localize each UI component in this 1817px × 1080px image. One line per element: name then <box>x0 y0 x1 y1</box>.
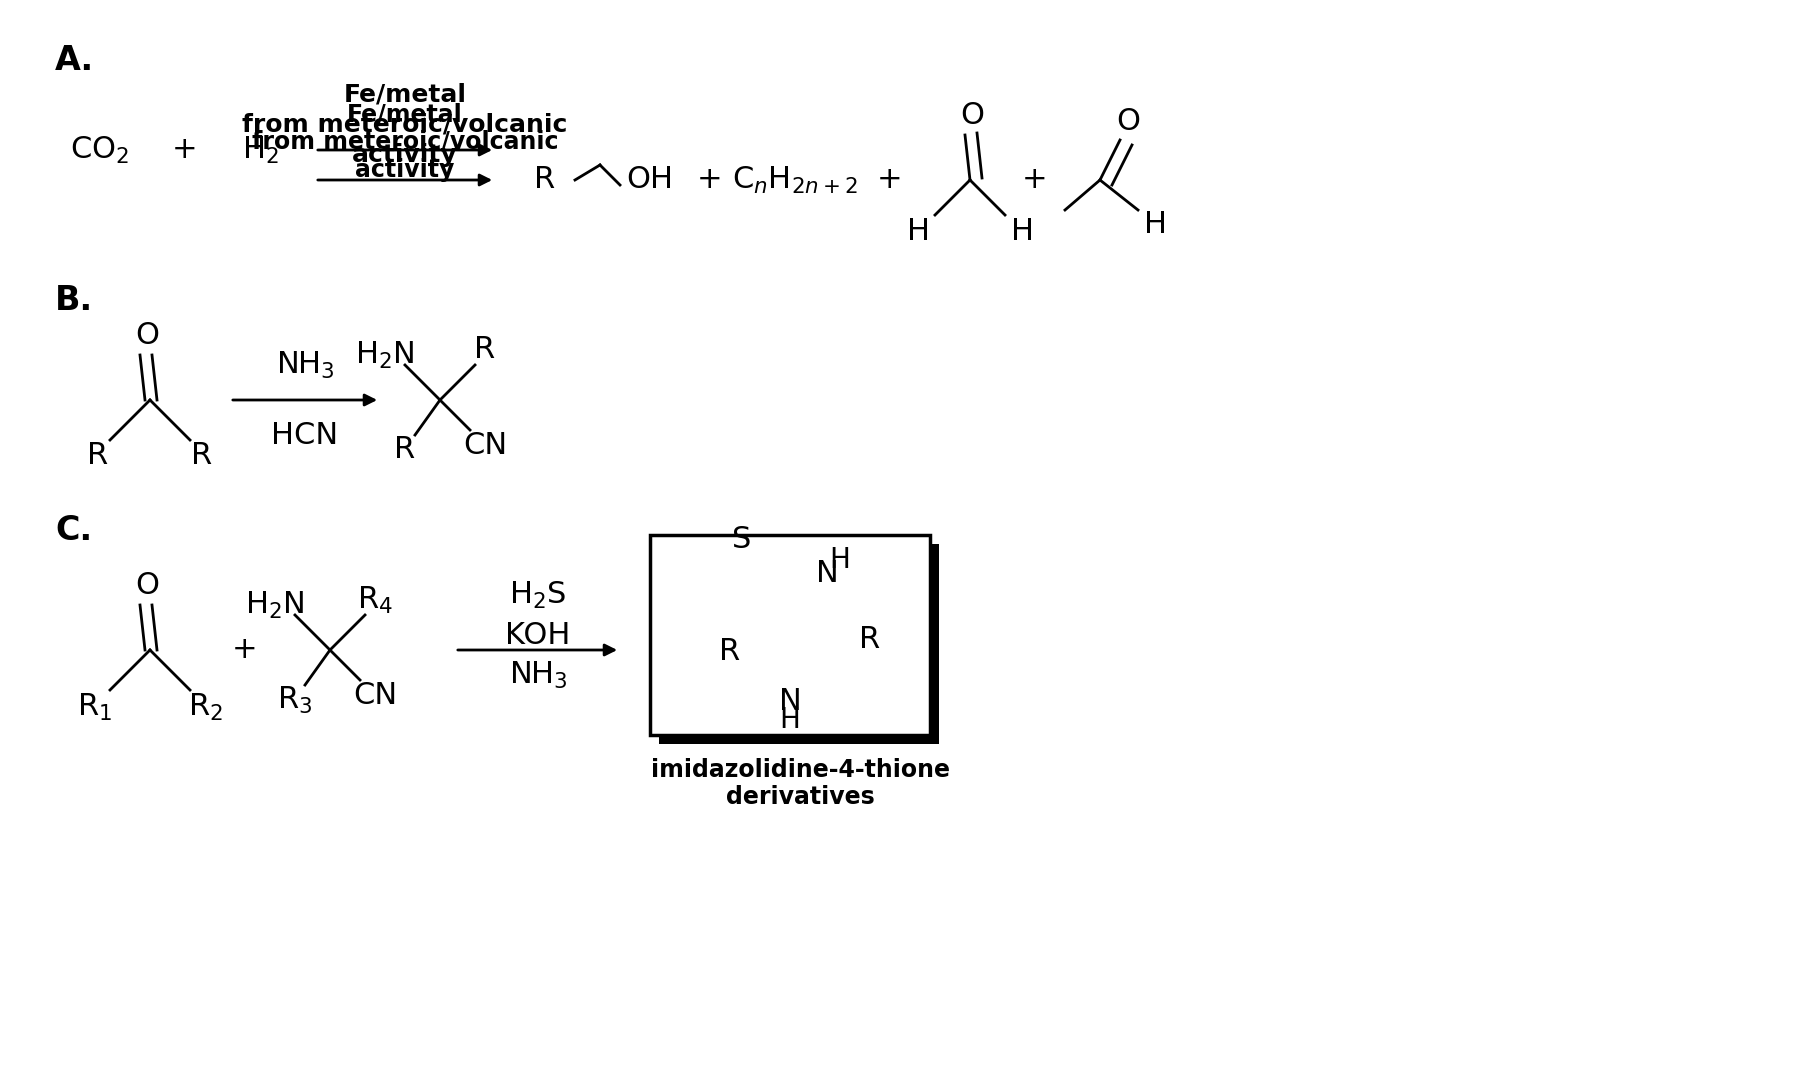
Text: S: S <box>732 526 752 554</box>
Text: +: + <box>1023 165 1048 194</box>
Text: +: + <box>698 165 723 194</box>
Text: H$_2$N: H$_2$N <box>245 590 305 621</box>
Text: +: + <box>878 165 903 194</box>
Text: H: H <box>1010 217 1034 246</box>
Text: CO$_2$: CO$_2$ <box>71 134 129 165</box>
Text: N: N <box>779 688 801 716</box>
Text: A.: A. <box>55 43 94 77</box>
Text: H$_2$N: H$_2$N <box>356 339 414 370</box>
Text: C$_n$H$_{2n+2}$: C$_n$H$_{2n+2}$ <box>732 164 858 195</box>
Text: N: N <box>816 559 838 589</box>
FancyBboxPatch shape <box>650 535 930 735</box>
Text: Fe/metal: Fe/metal <box>347 103 463 127</box>
Text: from meteroic/volcanic: from meteroic/volcanic <box>253 130 558 154</box>
Text: activity: activity <box>352 143 458 167</box>
Text: OH: OH <box>627 165 674 194</box>
Text: O: O <box>1116 108 1139 136</box>
FancyBboxPatch shape <box>660 544 939 744</box>
Text: Fe/metal: Fe/metal <box>343 83 467 107</box>
Text: activity: activity <box>356 158 454 183</box>
Text: +: + <box>233 635 258 664</box>
Text: H: H <box>907 217 930 246</box>
Text: H: H <box>1143 211 1167 240</box>
Text: R$_3$: R$_3$ <box>278 685 313 716</box>
Text: R: R <box>87 441 109 470</box>
Text: KOH: KOH <box>505 621 571 649</box>
Text: R: R <box>474 336 496 365</box>
Text: HCN: HCN <box>271 420 338 449</box>
Text: R$_2$: R$_2$ <box>187 691 222 723</box>
Text: R: R <box>859 625 881 654</box>
Text: O: O <box>134 570 160 599</box>
Text: H$_2$S: H$_2$S <box>509 580 567 610</box>
Text: NH$_3$: NH$_3$ <box>276 350 334 380</box>
Text: R$_4$: R$_4$ <box>356 584 392 616</box>
Text: R: R <box>191 441 213 470</box>
Text: H$_2$: H$_2$ <box>242 134 278 165</box>
Text: derivatives: derivatives <box>725 785 874 809</box>
Text: R: R <box>720 637 741 666</box>
Text: O: O <box>134 321 160 350</box>
Text: O: O <box>959 100 985 130</box>
Text: H: H <box>830 546 850 573</box>
Text: H: H <box>779 706 801 734</box>
Text: +: + <box>173 135 198 164</box>
Text: C.: C. <box>55 513 93 546</box>
Text: CN: CN <box>352 680 398 710</box>
Text: R$_1$: R$_1$ <box>78 691 113 723</box>
Text: B.: B. <box>55 283 93 316</box>
Text: NH$_3$: NH$_3$ <box>509 660 567 690</box>
Text: imidazolidine-4-thione: imidazolidine-4-thione <box>650 758 950 782</box>
Text: CN: CN <box>463 431 507 459</box>
Text: from meteroic/volcanic: from meteroic/volcanic <box>242 113 567 137</box>
Text: R: R <box>394 435 416 464</box>
Text: R: R <box>534 165 556 194</box>
